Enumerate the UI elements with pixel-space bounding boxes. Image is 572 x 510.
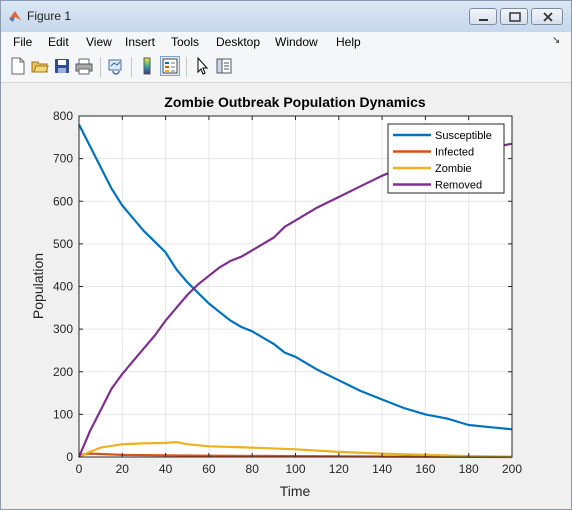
maximize-button[interactable] bbox=[500, 8, 528, 25]
new-figure-icon[interactable] bbox=[9, 57, 27, 75]
legend-label-removed: Removed bbox=[435, 180, 482, 192]
x-tick-label: 40 bbox=[159, 462, 173, 476]
x-tick-label: 140 bbox=[372, 462, 392, 476]
matlab-logo-icon bbox=[9, 11, 21, 22]
series-line-susceptible[interactable] bbox=[78, 124, 513, 431]
series-line-zombie[interactable] bbox=[78, 441, 513, 458]
menu-view[interactable]: View bbox=[86, 35, 112, 49]
menu-insert[interactable]: Insert bbox=[125, 35, 156, 49]
grid-lines bbox=[78, 115, 513, 458]
y-axis-label: Population bbox=[30, 253, 46, 319]
y-tick-label: 100 bbox=[53, 407, 73, 421]
close-icon bbox=[543, 12, 553, 22]
legend-label-susceptible: Susceptible bbox=[435, 130, 492, 142]
insert-legend-icon bbox=[162, 58, 178, 74]
menu-window[interactable]: Window bbox=[275, 35, 318, 49]
figure-canvas: 0 20 40 60 80 100 120 140 160 180 200 0 100 200 300 400… bbox=[7, 83, 565, 503]
x-tick-label: 120 bbox=[329, 462, 349, 476]
menu-file[interactable]: File bbox=[13, 35, 33, 49]
toolbar-separator bbox=[186, 57, 187, 77]
x-tick-label: 0 bbox=[76, 462, 83, 476]
property-inspector-icon[interactable] bbox=[215, 57, 233, 75]
window-title: Figure 1 bbox=[27, 9, 72, 23]
x-axis-label: Time bbox=[280, 483, 311, 499]
link-plot-icon[interactable] bbox=[107, 57, 125, 75]
close-button[interactable] bbox=[531, 8, 563, 25]
edit-plot-icon[interactable] bbox=[193, 57, 211, 75]
figure-toolbar bbox=[1, 52, 571, 83]
x-tick-label: 180 bbox=[459, 462, 479, 476]
minimize-button[interactable] bbox=[469, 8, 497, 25]
title-bar[interactable]: Figure 1 bbox=[1, 1, 571, 32]
x-tick-label: 200 bbox=[502, 462, 522, 476]
insert-legend-button[interactable] bbox=[160, 56, 180, 76]
menu-desktop[interactable]: Desktop bbox=[216, 35, 261, 49]
minimize-icon bbox=[479, 19, 488, 21]
x-tick-label: 160 bbox=[415, 462, 435, 476]
menu-tools[interactable]: Tools bbox=[171, 35, 200, 49]
zombie-population-chart[interactable]: 0 20 40 60 80 100 120 140 160 180 200 0 100 200 300 400… bbox=[7, 83, 565, 503]
maximize-icon bbox=[509, 12, 521, 22]
insert-colorbar-icon[interactable] bbox=[138, 57, 156, 75]
legend-label-zombie: Zombie bbox=[435, 163, 472, 175]
chart-title: Zombie Outbreak Population Dynamics bbox=[164, 94, 426, 110]
toolbar-separator bbox=[100, 57, 101, 77]
menu-bar: File Edit View Insert Tools Desktop Wind… bbox=[1, 32, 571, 52]
x-tick-label: 20 bbox=[116, 462, 130, 476]
axis-ticks: 0 20 40 60 80 100 120 140 160 180 200 0 100 200 300 400… bbox=[53, 109, 522, 476]
y-tick-label: 300 bbox=[53, 322, 73, 336]
save-icon[interactable] bbox=[53, 57, 71, 75]
print-icon[interactable] bbox=[75, 57, 93, 75]
y-tick-label: 0 bbox=[66, 450, 73, 464]
y-tick-label: 400 bbox=[53, 280, 73, 294]
y-tick-label: 800 bbox=[53, 109, 73, 123]
y-tick-label: 700 bbox=[53, 152, 73, 166]
dock-arrow-icon[interactable]: ↘ bbox=[552, 35, 561, 46]
x-tick-label: 60 bbox=[202, 462, 216, 476]
legend[interactable]: Susceptible Infected Zombie Removed bbox=[387, 123, 505, 194]
toolbar-separator bbox=[131, 57, 132, 77]
menu-edit[interactable]: Edit bbox=[48, 35, 69, 49]
y-tick-label: 500 bbox=[53, 237, 73, 251]
y-tick-label: 600 bbox=[53, 194, 73, 208]
x-tick-label: 100 bbox=[285, 462, 305, 476]
x-tick-label: 80 bbox=[246, 462, 260, 476]
legend-label-infected: Infected bbox=[435, 147, 474, 159]
open-file-icon[interactable] bbox=[31, 57, 49, 75]
y-tick-label: 200 bbox=[53, 365, 73, 379]
menu-help[interactable]: Help bbox=[336, 35, 361, 49]
